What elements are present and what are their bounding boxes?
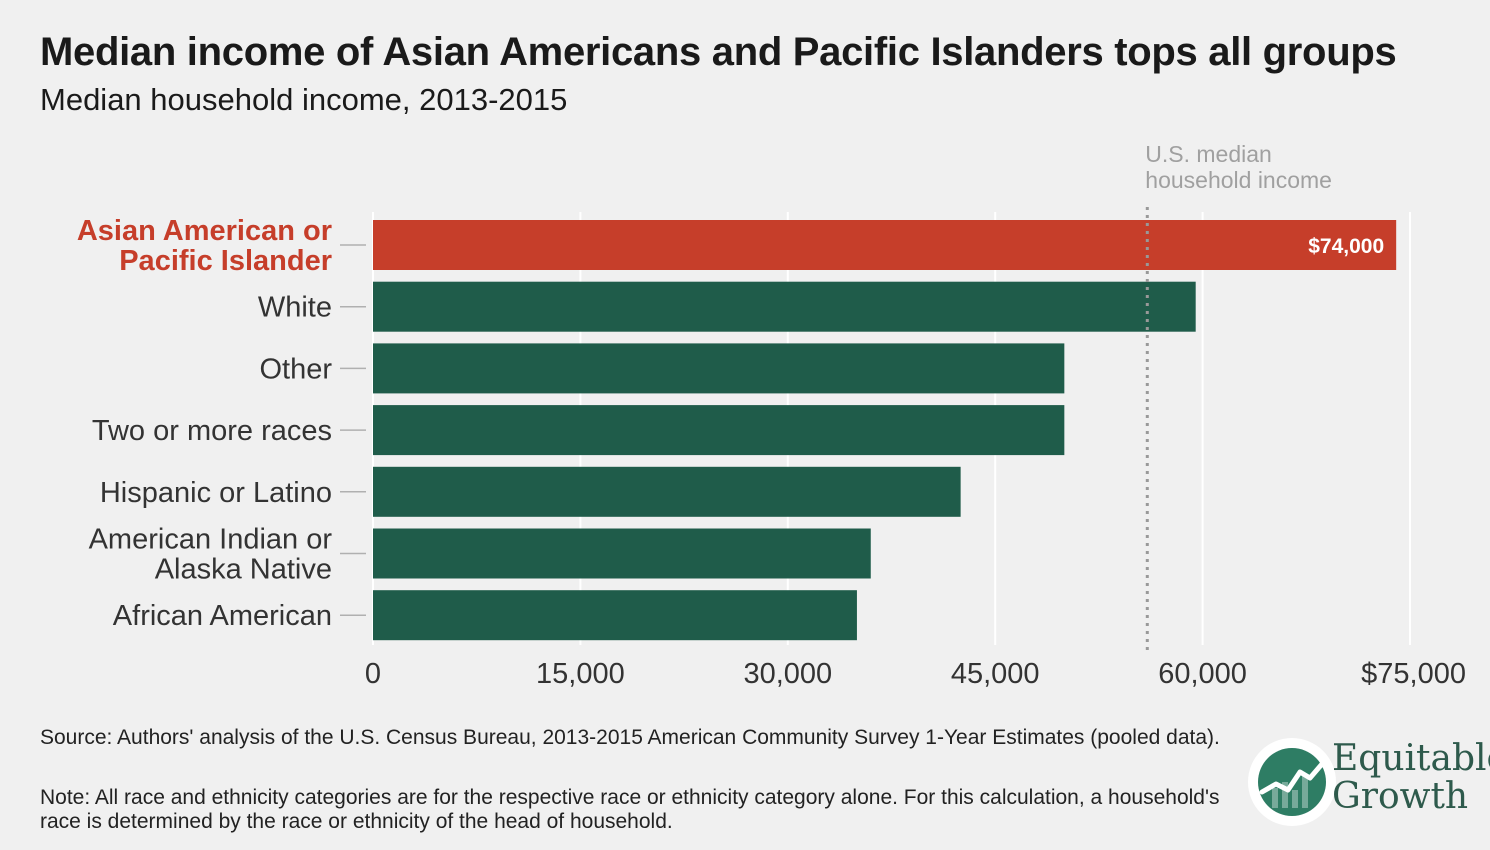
category-label-2: Other (259, 353, 332, 385)
logo-wordmark: Equitable Growth (1332, 740, 1490, 816)
x-tick-label-2: 30,000 (743, 658, 832, 690)
category-label-5-line-0: American Indian or (89, 524, 333, 556)
methodology-note: Note: All race and ethnicity categories … (40, 786, 1220, 833)
category-label-5: American Indian or Alaska Native (89, 524, 333, 586)
income-bar-chart: Asian American or Pacific Islander $74,000… (77, 141, 1466, 690)
category-label-6-line-0: African American (113, 600, 332, 632)
logo-line-2: Growth (1332, 776, 1469, 817)
bar-3 (373, 405, 1065, 456)
bar-6 (373, 590, 857, 641)
category-label-0-line-0: Asian American or (77, 215, 332, 247)
logo-badge (1248, 738, 1336, 826)
source-note: Source: Authors' analysis of the U.S. Ce… (40, 726, 1220, 749)
bar-4 (373, 466, 961, 517)
logo-line-1: Equitable (1332, 738, 1490, 779)
category-label-1-line-0: White (258, 292, 332, 324)
bar-5 (373, 528, 871, 579)
equitable-growth-chart-icon (1258, 748, 1326, 816)
category-label-3: Two or more races (92, 415, 332, 447)
x-tick-label-4: 60,000 (1158, 658, 1247, 690)
category-label-2-line-0: Other (259, 353, 332, 385)
x-tick-label-0: 0 (365, 658, 381, 690)
x-tick-label-5: $75,000 (1361, 658, 1466, 690)
category-label-6: African American (113, 600, 332, 632)
category-label-0-line-1: Pacific Islander (119, 245, 332, 277)
category-label-4-line-0: Hispanic or Latino (100, 477, 332, 509)
data-label-0: $74,000 (1308, 235, 1384, 258)
bar-0 (373, 220, 1397, 270)
equitable-growth-logo: Equitable Growth (1248, 738, 1490, 826)
x-tick-label-1: 15,000 (536, 658, 625, 690)
category-label-3-line-0: Two or more races (92, 415, 332, 447)
category-label-0: Asian American or Pacific Islander (77, 215, 332, 277)
chart-subtitle: Median household income, 2013-2015 (40, 82, 568, 117)
reference-label-line-0: U.S. median (1145, 141, 1272, 167)
category-label-4: Hispanic or Latino (100, 477, 332, 509)
bar-2 (373, 343, 1065, 394)
chart-title: Median income of Asian Americans and Pac… (40, 30, 1397, 74)
x-tick-label-3: 45,000 (951, 658, 1040, 690)
reference-label: U.S. median household income (1145, 141, 1332, 193)
reference-label-line-1: household income (1145, 167, 1332, 193)
category-label-1: White (258, 292, 332, 324)
category-label-5-line-1: Alaska Native (155, 554, 332, 586)
bar-1 (373, 281, 1196, 332)
